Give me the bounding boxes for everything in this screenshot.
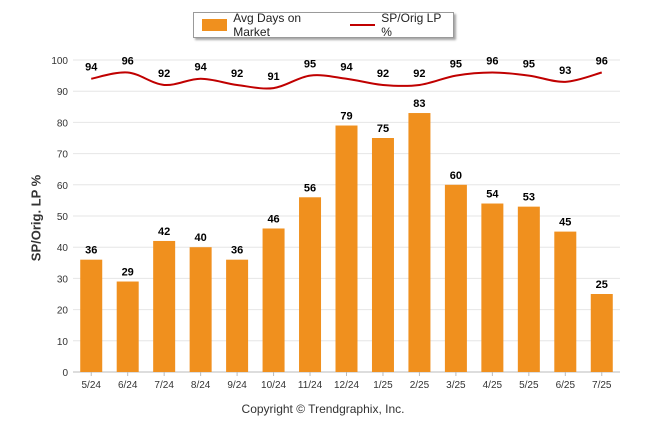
x-tick-label: 7/24 — [154, 380, 174, 391]
x-tick-label: 1/25 — [373, 380, 393, 391]
bar — [554, 231, 577, 372]
line-value-label: 95 — [450, 59, 462, 71]
y-tick-label: 30 — [57, 274, 69, 285]
legend-item-line: SP/Orig LP % — [350, 11, 453, 39]
bar-value-label: 60 — [450, 170, 462, 182]
y-tick-label: 60 — [57, 181, 69, 192]
y-tick-label: 0 — [62, 368, 68, 379]
line-value-label: 95 — [523, 59, 535, 71]
legend-bar-label: Avg Days on Market — [233, 11, 302, 39]
bar-value-label: 46 — [267, 213, 279, 225]
y-tick-label: 90 — [57, 87, 69, 98]
line-value-label: 94 — [195, 62, 208, 74]
line-value-label: 93 — [559, 65, 571, 77]
x-tick-label: 2/25 — [410, 380, 430, 391]
x-tick-label: 3/25 — [446, 380, 466, 391]
bar — [299, 197, 322, 372]
x-tick-label: 4/25 — [483, 380, 503, 391]
bar — [226, 259, 249, 372]
x-tick-label: 5/25 — [519, 380, 539, 391]
bar — [116, 281, 139, 372]
x-tick-label: 12/24 — [334, 380, 359, 391]
x-tick-label: 5/24 — [81, 380, 101, 391]
line-value-label: 96 — [596, 55, 608, 67]
bar-value-label: 45 — [559, 217, 571, 229]
bar — [408, 113, 431, 372]
bar-value-label: 42 — [158, 226, 170, 238]
line-value-label: 96 — [122, 55, 134, 67]
bar — [80, 259, 103, 372]
line-value-label: 92 — [377, 68, 389, 80]
x-tick-label: 6/24 — [118, 380, 138, 391]
legend-line-label: SP/Orig LP % — [381, 11, 442, 39]
bar — [189, 247, 212, 372]
y-tick-label: 40 — [57, 243, 69, 254]
bar-value-label: 25 — [596, 279, 608, 291]
y-axis-label: SP/Orig. LP % — [28, 174, 44, 262]
bar-value-label: 40 — [195, 232, 207, 244]
line-value-label: 91 — [267, 71, 279, 83]
bar — [590, 294, 613, 372]
bar-value-label: 29 — [122, 267, 134, 279]
bar — [262, 228, 285, 372]
bar-value-label: 75 — [377, 123, 389, 135]
line-value-label: 95 — [304, 59, 316, 71]
y-tick-label: 70 — [57, 150, 69, 161]
legend-line-swatch — [350, 24, 376, 26]
legend-bar-swatch — [202, 19, 228, 31]
x-tick-label: 7/25 — [592, 380, 612, 391]
x-tick-label: 11/24 — [298, 380, 323, 391]
bar-value-label: 36 — [85, 245, 97, 257]
y-tick-label: 50 — [57, 212, 69, 223]
x-tick-label: 9/24 — [227, 380, 247, 391]
line-value-label: 96 — [486, 55, 498, 67]
bar-value-label: 53 — [523, 192, 535, 204]
x-tick-label: 8/24 — [191, 380, 211, 391]
line-series — [91, 71, 603, 90]
bar-value-label: 83 — [413, 98, 425, 110]
legend: Avg Days on Market SP/Orig LP % — [193, 11, 454, 39]
legend-item-bar: Avg Days on Market — [202, 11, 338, 39]
bar-value-label: 36 — [231, 245, 243, 257]
bar-value-label: 56 — [304, 182, 316, 194]
line-value-label: 92 — [413, 68, 425, 80]
line-value-label: 94 — [85, 62, 98, 74]
y-tick-label: 20 — [57, 306, 69, 317]
bar — [444, 184, 467, 372]
bar — [371, 138, 394, 372]
y-tick-label: 80 — [57, 118, 69, 129]
y-tick-label: 100 — [51, 56, 68, 67]
x-tick-label: 10/24 — [261, 380, 286, 391]
line-value-label: 92 — [231, 68, 243, 80]
bar-value-label: 54 — [486, 189, 499, 201]
bar — [335, 125, 358, 373]
line-value-label: 94 — [340, 62, 353, 74]
bar — [481, 203, 504, 372]
line-value-label: 92 — [158, 68, 170, 80]
x-tick-label: 6/25 — [556, 380, 576, 391]
bar — [517, 206, 540, 372]
copyright: Copyright © Trendgraphix, Inc. — [241, 402, 405, 416]
bar-value-label: 79 — [340, 111, 352, 123]
y-tick-label: 10 — [57, 337, 69, 348]
bar — [153, 240, 176, 372]
